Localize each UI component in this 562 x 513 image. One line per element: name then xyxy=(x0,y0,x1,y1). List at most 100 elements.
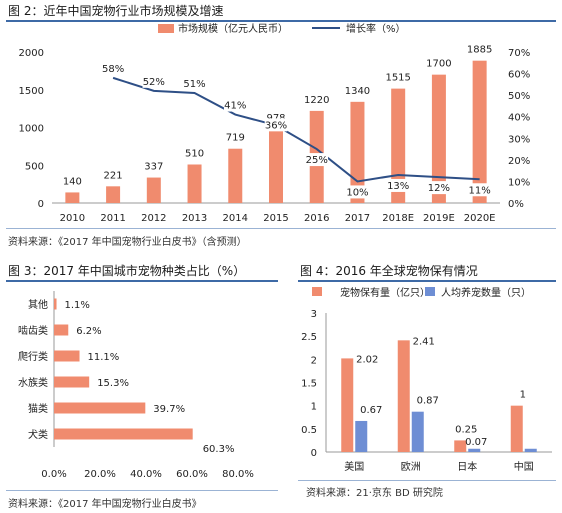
bar-market-size-2011 xyxy=(106,186,121,203)
x-tick-label: 0.0% xyxy=(41,469,66,480)
y-left-tick-label: 0 xyxy=(38,199,44,210)
y-tick-label: 2.5 xyxy=(301,332,317,343)
bar-data-label: 719 xyxy=(226,133,245,144)
x-tick-label: 2017 xyxy=(345,213,370,224)
bar-data-label: 1515 xyxy=(385,73,410,84)
y-tick-label: 1 xyxy=(311,402,317,413)
y-right-tick-label: 50% xyxy=(508,91,530,102)
x-tick-label: 2014 xyxy=(223,213,248,224)
growth-label-bg xyxy=(223,98,247,112)
y-tick-label: 爬行类 xyxy=(18,350,48,363)
x-tick-label: 60.0% xyxy=(176,469,208,480)
bar-data-label: 15.3% xyxy=(97,378,129,389)
growth-label-bg xyxy=(101,61,125,75)
y-tick-label: 水族类 xyxy=(18,376,48,389)
growth-label-bg xyxy=(142,74,166,88)
y-left-tick-label: 1500 xyxy=(19,86,44,97)
growth-label-bg xyxy=(427,181,451,195)
bar-species-其他 xyxy=(54,298,57,310)
x-tick-label: 中国 xyxy=(514,460,534,473)
growth-data-label: 41% xyxy=(224,101,246,112)
bar-data-label: 1340 xyxy=(345,86,370,97)
bar-data-label: 140 xyxy=(63,176,82,187)
x-tick-label: 2011 xyxy=(100,213,125,224)
bar-market-size-2013 xyxy=(187,164,202,203)
growth-data-label: 10% xyxy=(346,187,368,198)
bar-species-爬行类 xyxy=(54,350,80,362)
growth-data-label: 51% xyxy=(183,79,205,90)
figure3-title: 图 3：2017 年中国城市宠物种类占比（%） xyxy=(8,264,246,278)
growth-data-label: 12% xyxy=(428,183,450,194)
bar-data-label: 39.7% xyxy=(153,404,185,415)
figure2-source: 资料来源：《2017 年中国宠物行业白皮书》（含预测） xyxy=(8,237,247,248)
y-right-tick-label: 40% xyxy=(508,113,530,124)
legend-label-pet-count: 宠物保有量（亿只） xyxy=(340,286,430,299)
y-left-tick-label: 500 xyxy=(25,161,44,172)
y-tick-label: 2 xyxy=(311,355,317,366)
growth-data-label: 13% xyxy=(387,181,409,192)
x-tick-label: 2019E xyxy=(423,213,455,224)
growth-label-bg xyxy=(183,76,206,90)
y-tick-label: 其他 xyxy=(28,298,48,311)
bar-pet-count-日本 xyxy=(454,440,467,452)
y-right-tick-label: 20% xyxy=(508,156,530,167)
growth-data-label: 11% xyxy=(469,185,491,196)
y-left-tick-label: 2000 xyxy=(19,48,44,59)
bar-market-size-2015 xyxy=(269,129,283,203)
x-tick-label: 20.0% xyxy=(84,469,116,480)
bar-data-label: 60.3% xyxy=(203,444,235,455)
bar-market-size-2012 xyxy=(146,177,161,203)
bar-data-label: 6.2% xyxy=(76,326,101,337)
y-right-tick-label: 70% xyxy=(508,48,530,59)
y-tick-label: 0 xyxy=(311,448,317,459)
legend-label-growth-rate: 增长率（%） xyxy=(346,22,406,35)
growth-data-label: 36% xyxy=(265,120,287,131)
y-tick-label: 啮齿类 xyxy=(18,324,48,337)
legend-label-per-capita: 人均养宠数量（只） xyxy=(441,286,531,299)
y-right-tick-label: 30% xyxy=(508,134,530,145)
x-tick-label: 日本 xyxy=(457,460,477,473)
bar-data-label: 2.41 xyxy=(413,336,435,347)
bar-data-label: 1220 xyxy=(304,95,329,106)
legend-swatch-market-size xyxy=(158,24,174,33)
bar-data-label: 11.1% xyxy=(88,352,120,363)
figure4-source-rule xyxy=(298,480,556,481)
bar-market-size-2014 xyxy=(228,148,243,203)
figure2-source-rule xyxy=(6,228,556,229)
bar-data-label: 0.67 xyxy=(360,405,382,416)
growth-label-bg xyxy=(305,153,329,167)
growth-data-label: 25% xyxy=(306,155,328,166)
x-tick-label: 80.0% xyxy=(222,469,254,480)
x-tick-label: 2013 xyxy=(182,213,207,224)
x-tick-label: 2015 xyxy=(263,213,288,224)
growth-data-label: 58% xyxy=(102,64,124,75)
x-tick-label: 2020E xyxy=(464,213,496,224)
x-tick-label: 美国 xyxy=(344,460,364,473)
growth-label-bg xyxy=(264,118,288,132)
y-left-tick-label: 1000 xyxy=(19,124,44,135)
bar-per-capita-日本 xyxy=(468,448,481,452)
bar-data-label: 510 xyxy=(185,148,204,159)
x-tick-label: 2012 xyxy=(141,213,166,224)
growth-label-bg xyxy=(468,183,491,197)
y-right-tick-label: 10% xyxy=(508,177,530,188)
bar-data-label: 1.1% xyxy=(65,300,90,311)
y-tick-label: 犬类 xyxy=(28,428,48,441)
y-tick-label: 0.5 xyxy=(301,425,317,436)
bar-data-label: 221 xyxy=(104,170,123,181)
figure4-title-rule xyxy=(298,280,556,282)
bar-species-水族类 xyxy=(54,376,90,388)
bar-data-label: 1700 xyxy=(426,59,451,70)
bar-pet-count-美国 xyxy=(341,358,354,452)
bar-pet-count-中国 xyxy=(510,405,523,452)
bar-data-label: 0.07 xyxy=(465,437,487,448)
bar-data-label: 1885 xyxy=(467,45,492,56)
bar-species-啮齿类 xyxy=(54,324,69,336)
growth-rate-line xyxy=(112,76,480,183)
legend-label-market-size: 市场规模（亿元人民币） xyxy=(178,22,288,35)
bar-data-label: 0.87 xyxy=(417,396,439,407)
figure3-title-rule xyxy=(6,280,278,282)
legend-swatch-pet-count xyxy=(312,287,322,296)
